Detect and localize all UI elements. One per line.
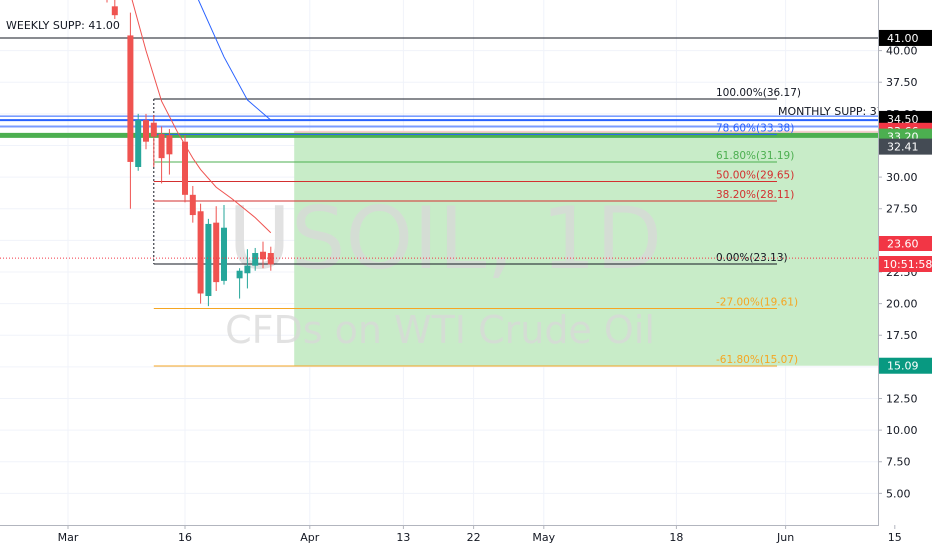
candle (197, 203, 204, 304)
price-tick-label: 40.00 (886, 45, 918, 58)
price-badge-bg (879, 29, 932, 46)
candle-body (158, 134, 165, 159)
fib-extension[interactable]: 100.00%(36.17) 78.60%(33.38) 61.80%(31.19)… (153, 87, 801, 367)
time-axis[interactable]: Mar 16 Apr 13 22 May 18 Jun 15 (0, 525, 932, 550)
fib-level-label: 78.60%(33.38) (716, 122, 794, 134)
current-price-badge: 23.60 (887, 238, 919, 251)
time-tick-label: May (532, 531, 555, 544)
watermark-symbol: USOIL, 1D (228, 189, 662, 289)
price-badge-bg (879, 138, 932, 155)
candle (143, 113, 149, 150)
candle (158, 126, 165, 184)
candle (213, 206, 220, 291)
candle-body (127, 35, 134, 162)
price-tick-label: 17.50 (886, 329, 918, 342)
fib-level-label: 61.80%(31.19) (716, 150, 794, 162)
fib-level-label: 50.00%(29.65) (716, 170, 794, 182)
fib-level-label: -27.00%(19.61) (716, 297, 798, 309)
price-badge: 32.41 (879, 138, 932, 155)
candle (221, 204, 227, 285)
price-badge-bg (879, 357, 932, 374)
time-tick-label: 18 (669, 531, 683, 544)
price-badge-label: 41.00 (887, 32, 919, 45)
candle-body (189, 194, 196, 216)
price-badge-label: 34.50 (887, 113, 919, 126)
time-tick-label: Jun (776, 531, 794, 544)
watermark-description: CFDs on WTI Crude Oil (225, 308, 655, 352)
candle-body (244, 265, 251, 274)
candle-body (150, 122, 157, 137)
symbol-watermark: USOIL, 1D CFDs on WTI Crude Oil (225, 189, 662, 352)
price-tick-label: 12.50 (886, 392, 918, 405)
candle-body (182, 141, 188, 195)
bar-countdown: 10:51:58 (883, 258, 932, 271)
candle-body (205, 223, 212, 297)
candle (182, 135, 188, 203)
current-price-badge-bg (879, 236, 932, 251)
candle (189, 185, 196, 223)
price-tick-label: 30.00 (886, 171, 918, 184)
moving-averages (131, 0, 272, 234)
price-badge: 15.09 (879, 357, 932, 374)
candle (150, 115, 157, 167)
price-tick-label: 5.00 (886, 487, 911, 500)
price-tick-label: 37.50 (886, 76, 918, 89)
candle-body (252, 253, 259, 266)
candle-body (260, 251, 266, 260)
candle (267, 246, 274, 271)
weekly-supp-label: WEEKLY SUPP: 41.00 (6, 19, 120, 32)
candle (127, 12, 134, 209)
candle-body (197, 211, 204, 294)
price-tick-label: 7.50 (886, 456, 911, 469)
candle-body (143, 120, 149, 142)
price-tick-label: 20.00 (886, 298, 918, 311)
candle-body (135, 120, 142, 167)
price-badge-label: 32.41 (887, 141, 919, 154)
candle (260, 241, 266, 269)
countdown-badge-bg (879, 256, 932, 272)
candle-body (221, 227, 227, 281)
candle (111, 0, 118, 19)
time-tick-label: 15 (888, 531, 902, 544)
slow-ma-line (197, 0, 272, 121)
fib-level-label: 38.20%(28.11) (716, 189, 794, 201)
candle (135, 113, 142, 171)
time-axis-bg[interactable] (0, 525, 932, 550)
candle-body (267, 253, 274, 265)
candle-body (236, 270, 243, 279)
candle-body (213, 222, 220, 283)
time-tick-label: Mar (58, 531, 79, 544)
monthly-supp-label: MONTHLY SUPP: 37.50 (778, 105, 901, 118)
time-tick-label: Apr (300, 531, 320, 544)
price-tick-label: 10.00 (886, 424, 918, 437)
candle (252, 247, 259, 271)
candle (166, 129, 173, 175)
candlestick-series (106, 0, 274, 307)
candle-body (166, 135, 173, 155)
candle (244, 249, 251, 289)
fib-level-label: 0.00%(23.13) (716, 252, 788, 264)
time-tick-label: 22 (467, 531, 481, 544)
candle (205, 218, 212, 307)
price-axis-badges: 23.60 10:51:58 41.0034.5033.6633.2032.41… (879, 29, 932, 374)
fib-level-label: 100.00%(36.17) (716, 87, 801, 99)
time-tick-label: 13 (396, 531, 410, 544)
price-tick-label: 27.50 (886, 203, 918, 216)
take-profit-zone[interactable] (294, 136, 878, 366)
time-tick-label: 16 (178, 531, 192, 544)
fib-level-label: -61.80%(15.07) (716, 354, 798, 366)
candle (236, 268, 243, 299)
fast-ma-line (131, 0, 272, 234)
price-badge: 41.00 (879, 29, 932, 46)
price-badge-label: 15.09 (887, 360, 919, 373)
candle-body (111, 6, 118, 16)
